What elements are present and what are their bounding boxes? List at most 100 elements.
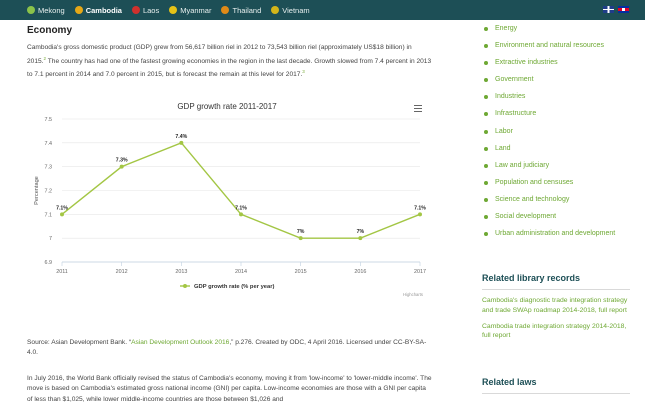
bullet-icon (484, 180, 488, 185)
topic-label: Energy (495, 25, 518, 32)
x-tick-label: 2015 (295, 269, 307, 275)
nav-item-vietnam[interactable]: Vietnam (271, 5, 310, 15)
data-label: 7% (297, 229, 305, 235)
y-tick-label: 7.4 (45, 141, 53, 147)
bullet-icon (484, 44, 488, 49)
topic-item[interactable]: Labor (482, 127, 632, 137)
chart-credit: Highcharts (403, 292, 423, 297)
chart-title: GDP growth rate 2011-2017 (177, 102, 277, 111)
thailand-icon (221, 6, 230, 14)
bullet-icon (484, 197, 488, 202)
source-text-2: ,” p.276. Created by ODC, 4 April 2016. … (27, 339, 427, 357)
bullet-icon (484, 27, 488, 31)
data-label: 7.1% (56, 205, 68, 211)
en-flag-icon[interactable] (603, 6, 614, 13)
y-tick-label: 6.9 (45, 260, 53, 266)
intro-text-1: Cambodia's gross domestic product (GDP) … (27, 44, 412, 65)
topic-label: Extractive industries (495, 59, 558, 67)
source-text-1: Source: Asian Development Bank. “ (27, 339, 132, 346)
nav-label: Thailand (232, 5, 262, 15)
khmer-flag-icon[interactable] (618, 6, 629, 13)
topic-label: Urban administration and development (495, 230, 616, 238)
intro-text-2: The country has had one of the fastest g… (27, 57, 432, 79)
bullet-icon (484, 163, 488, 168)
nav-item-myanmar[interactable]: Myanmar (169, 6, 211, 15)
nav-item-mekong[interactable]: Mekong (27, 6, 65, 15)
data-label: 7.3% (116, 158, 128, 164)
related-library-section: Related library records Cambodia's diagn… (482, 273, 630, 341)
nav-label: Laos (142, 5, 160, 15)
y-tick-label: 7.1 (45, 212, 53, 218)
topic-label: Labor (495, 127, 513, 135)
x-tick-label: 2013 (175, 269, 187, 275)
x-tick-label: 2016 (354, 269, 366, 275)
y-tick-label: 7.3 (45, 165, 53, 171)
source-link[interactable]: Asian Development Outlook 2016 (131, 339, 230, 346)
library-record-link[interactable]: Cambodia's diagnostic trade integration … (482, 297, 628, 314)
nav-item-cambodia[interactable]: Cambodia (74, 5, 122, 15)
topic-label: Environment and natural resources (495, 42, 604, 50)
topic-label: Population and censuses (495, 178, 574, 186)
topic-item[interactable]: Land (482, 144, 632, 154)
top-bar: Mekong Cambodia Laos Myanmar Thailand Vi… (0, 0, 645, 20)
library-record-link[interactable]: Cambodia trade integration strategy 2014… (482, 322, 627, 340)
topic-item[interactable]: Government (482, 75, 632, 85)
intro-paragraph: Cambodia's gross domestic product (GDP) … (27, 43, 432, 81)
language-switcher (599, 6, 629, 13)
topic-item[interactable]: Industries (482, 92, 632, 102)
data-point (418, 212, 422, 217)
bullet-icon (484, 232, 488, 237)
sidebar: Energy Environment and natural resources… (482, 20, 632, 246)
topic-item[interactable]: Energy (482, 24, 632, 34)
data-point (239, 212, 243, 217)
gdp-chart: GDP growth rate 2011-2017 6.9 7 7.1 7.2 7.3 7.… (27, 96, 432, 304)
related-library-heading: Related library records (482, 273, 630, 290)
topic-label: Social development (495, 213, 557, 221)
y-axis-label: Percentage (34, 176, 40, 205)
data-label: 7% (357, 229, 365, 235)
topic-item[interactable]: Law and judiciary (482, 161, 632, 171)
topic-item[interactable]: Extractive industries (482, 58, 632, 68)
topic-item[interactable]: Population and censuses (482, 178, 632, 188)
nav-label: Vietnam (282, 5, 310, 15)
footnote-link-3[interactable]: 3 (302, 69, 305, 75)
economy-paragraph-2: In July 2016, the World Bank officially … (27, 375, 432, 403)
topic-item[interactable]: Infrastructure (482, 109, 632, 119)
vietnam-icon (271, 6, 280, 14)
cambodia-icon (74, 6, 83, 14)
bullet-icon (484, 95, 488, 100)
y-tick-label: 7 (49, 236, 52, 242)
data-point (119, 164, 124, 169)
topic-label: Infrastructure (495, 110, 537, 118)
nav-item-thailand[interactable]: Thailand (221, 6, 261, 15)
nav-item-laos[interactable]: Laos (131, 5, 160, 15)
data-label: 7.1% (235, 205, 247, 211)
topic-label: Industries (495, 93, 526, 101)
topic-item[interactable]: Science and technology (482, 195, 632, 205)
topic-list: Energy Environment and natural resources… (482, 24, 632, 239)
x-tick-label: 2017 (414, 269, 426, 275)
data-point (60, 212, 64, 217)
topic-label: Government (495, 76, 534, 84)
footnote-link-2[interactable]: 2 (43, 55, 47, 61)
data-point (358, 236, 363, 241)
mekong-icon (27, 6, 35, 14)
y-tick-label: 7.5 (45, 117, 53, 123)
topic-item[interactable]: Social development (482, 212, 632, 222)
main-content: Economy Cambodia's gross domestic produc… (27, 20, 432, 81)
page-heading: Economy (27, 25, 73, 36)
nav-label: Myanmar (180, 5, 212, 15)
chart-canvas: GDP growth rate 2011-2017 6.9 7 7.1 7.2 7.3 7.… (34, 102, 426, 297)
topic-item[interactable]: Environment and natural resources (482, 41, 632, 51)
chart-source: Source: Asian Development Bank. “Asian D… (27, 338, 432, 359)
nav-label: Cambodia (85, 5, 122, 15)
data-point (179, 140, 184, 145)
chart-menu-icon[interactable] (414, 105, 422, 112)
myanmar-icon (169, 6, 178, 14)
bullet-icon (484, 78, 488, 83)
nav-label: Mekong (38, 5, 65, 15)
topic-item[interactable]: Urban administration and development (482, 229, 632, 239)
bullet-icon (484, 112, 488, 117)
x-tick-label: 2014 (235, 269, 247, 275)
bullet-icon (484, 146, 488, 151)
